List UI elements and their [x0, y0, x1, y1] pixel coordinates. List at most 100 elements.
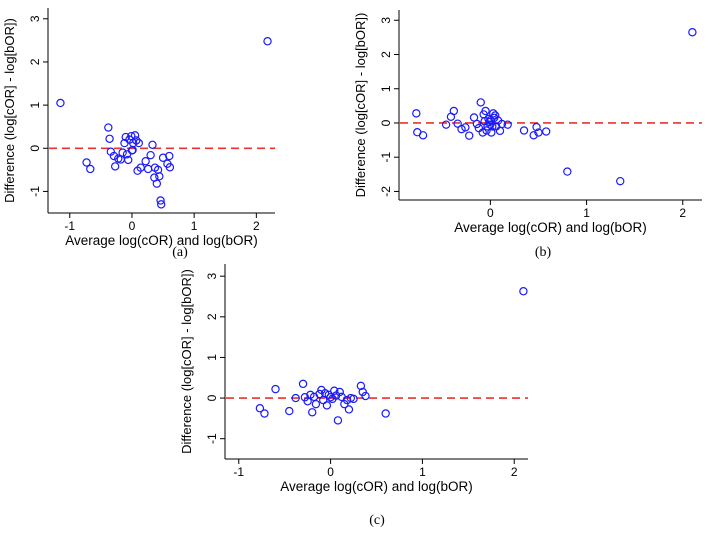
data-point [361, 391, 370, 401]
y-tick-label: 0 [28, 145, 42, 152]
y-axis-label: Difference (log[cOR] - log[bOR]) [179, 269, 194, 454]
data-point [461, 123, 470, 132]
x-axis-label: Average log(cOR) and log(bOR) [280, 479, 473, 494]
data-point [330, 386, 339, 395]
chart-panel-3: -1 0 1 2 -1 0 1 2 3 Average log(cOR) and log(bOR)… [179, 264, 528, 528]
data-point [158, 153, 168, 162]
data-point [519, 287, 528, 296]
data-point [488, 122, 497, 131]
data-point [688, 28, 697, 37]
data-point [105, 134, 114, 143]
y-tick-label: 1 [28, 101, 42, 108]
data-point [418, 131, 428, 140]
data-point [143, 164, 153, 174]
data-point [291, 393, 300, 403]
data-point [381, 409, 390, 418]
x-tick-label: 1 [583, 206, 590, 220]
data-point [56, 98, 65, 108]
data-point [315, 389, 324, 399]
data-point [255, 404, 265, 413]
y-tick-label: 2 [28, 58, 42, 65]
data-point [104, 123, 113, 132]
data-point [356, 381, 366, 391]
y-tick-label: 2 [205, 313, 219, 320]
data-point [271, 384, 280, 394]
chart-panel-1: -1 0 1 2 -1 0 1 2 3 Average log(cOR) and log(bOR)… [2, 8, 275, 260]
data-point [616, 176, 625, 186]
data-point [322, 401, 332, 410]
data-point [141, 157, 150, 166]
data-point [529, 131, 538, 140]
x-tick-label: 0 [327, 465, 334, 479]
data-point [156, 196, 165, 205]
data-point [489, 109, 498, 118]
x-tick-label: -1 [64, 219, 75, 233]
data-point [344, 405, 354, 414]
data-point [497, 119, 507, 129]
data-point [298, 379, 308, 389]
data-point [519, 126, 529, 135]
data-point [481, 106, 490, 116]
data-point [453, 119, 462, 128]
data-point [311, 399, 321, 409]
x-tick-label: 0 [487, 206, 494, 220]
data-point [476, 98, 485, 107]
x-tick-label: -1 [233, 465, 244, 479]
y-tick-label: 1 [205, 354, 219, 361]
y-tick-label: 3 [205, 273, 219, 280]
data-point [349, 394, 358, 404]
data-point [134, 138, 143, 148]
data-point [486, 120, 495, 129]
data-point [541, 127, 551, 136]
data-point [165, 163, 175, 172]
data-point [285, 406, 294, 416]
data-point [503, 120, 512, 129]
data-point [130, 131, 140, 140]
panel-label: (b) [535, 245, 552, 260]
x-tick-label: 2 [679, 206, 686, 220]
data-point [333, 416, 343, 425]
y-tick-label: 1 [379, 85, 393, 92]
y-tick-label: -2 [379, 186, 393, 197]
data-point [465, 131, 474, 140]
data-point [441, 120, 451, 129]
data-point [482, 126, 491, 135]
panel-label: (c) [369, 513, 385, 528]
data-point [124, 155, 133, 165]
y-tick-label: 3 [28, 15, 42, 22]
data-point [82, 158, 91, 167]
panel-label: (a) [172, 245, 188, 260]
y-axis-label: Difference (log[cOR] - log[bOR]) [353, 13, 368, 198]
y-tick-label: -1 [205, 433, 219, 444]
data-point [534, 128, 543, 137]
chart-panel-2: 0 1 2 -2 -1 0 1 2 3 Average log(cOR) and log(bOR)… [353, 10, 702, 260]
x-tick-label: 2 [253, 219, 260, 233]
data-point [109, 151, 119, 161]
data-point [118, 148, 127, 157]
data-point [335, 387, 344, 397]
x-axis-label: Average log(cOR) and log(bOR) [454, 220, 647, 235]
data-point [260, 409, 269, 418]
x-axis-label: Average log(cOR) and log(bOR) [65, 233, 258, 248]
y-tick-label: -1 [379, 152, 393, 163]
y-tick-label: 3 [379, 17, 393, 24]
data-point [472, 119, 482, 129]
data-point [156, 200, 166, 209]
data-point [449, 106, 459, 116]
y-axis-label: Difference (log[cOR] - log[bOR]) [2, 18, 17, 203]
data-point [110, 162, 120, 171]
data-point [155, 172, 164, 181]
y-tick-label: -1 [28, 186, 42, 197]
data-point [132, 136, 141, 145]
data-point [148, 140, 157, 150]
data-point [165, 151, 174, 161]
data-point [412, 109, 421, 118]
data-point [532, 122, 541, 132]
data-point [308, 408, 317, 417]
data-point [152, 179, 162, 188]
x-tick-label: 1 [419, 465, 426, 479]
x-tick-label: 2 [511, 465, 518, 479]
data-point [495, 126, 505, 136]
